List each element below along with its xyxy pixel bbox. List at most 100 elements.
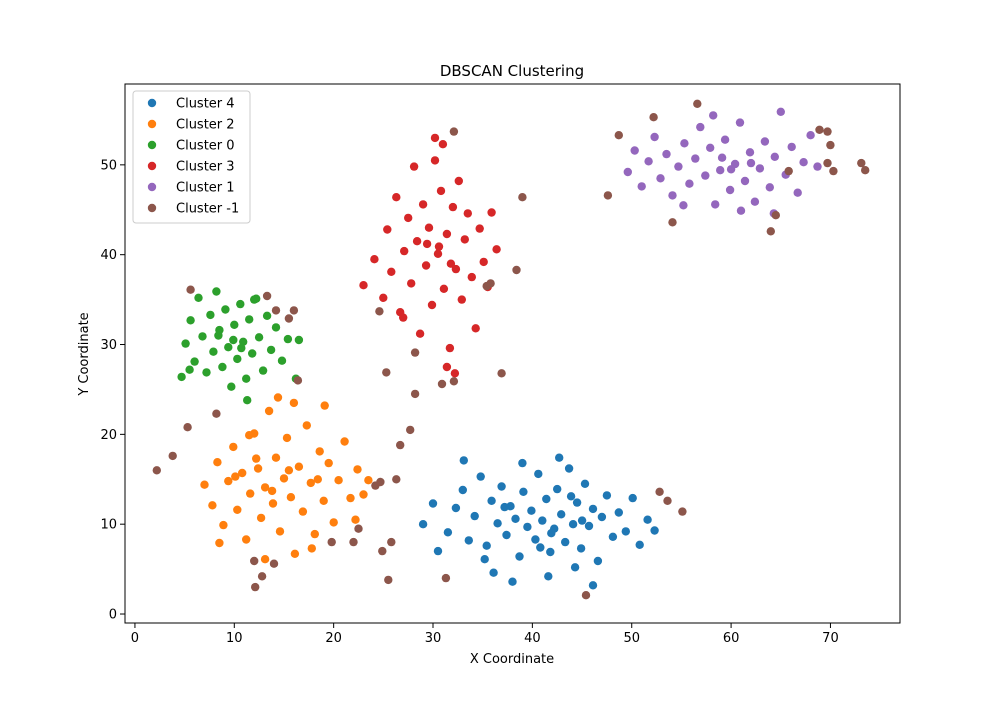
data-point — [359, 281, 368, 290]
data-point — [271, 453, 281, 462]
data-point — [793, 188, 802, 197]
data-point — [750, 197, 760, 206]
data-point — [685, 179, 694, 188]
data-point — [279, 474, 289, 483]
data-point — [497, 482, 506, 491]
data-point — [623, 167, 632, 177]
data-point — [224, 343, 233, 352]
data-point — [238, 468, 247, 478]
data-point — [264, 406, 274, 416]
data-point — [588, 504, 598, 514]
data-point — [392, 475, 401, 484]
data-point — [190, 357, 199, 366]
data-point — [415, 329, 425, 338]
data-point — [383, 225, 392, 234]
data-point — [564, 464, 574, 473]
data-point — [208, 501, 217, 510]
data-point — [716, 166, 725, 175]
legend-label: Cluster 3 — [176, 160, 235, 175]
series-1 — [200, 393, 373, 564]
data-point — [726, 165, 736, 174]
data-point — [209, 347, 218, 356]
data-point — [260, 483, 270, 492]
data-point — [771, 211, 780, 220]
data-point — [349, 537, 358, 547]
data-point — [512, 265, 521, 275]
data-point — [614, 131, 623, 140]
data-point — [392, 193, 401, 202]
data-point — [542, 494, 551, 504]
data-point — [262, 311, 272, 320]
x-tick-label: 10 — [226, 631, 243, 646]
data-point — [445, 343, 455, 353]
legend-label: Cluster 4 — [176, 97, 235, 112]
legend-marker — [147, 182, 157, 192]
data-point — [427, 300, 437, 310]
data-point — [581, 591, 591, 600]
data-point — [740, 176, 750, 186]
data-point — [253, 464, 263, 473]
data-point — [746, 158, 756, 168]
data-point — [266, 345, 276, 355]
data-point — [745, 148, 755, 157]
data-point — [643, 515, 652, 524]
data-point — [806, 131, 815, 140]
data-point — [668, 218, 677, 227]
x-tick-label: 50 — [623, 631, 640, 646]
data-point — [454, 176, 463, 186]
data-point — [215, 538, 224, 548]
data-point — [275, 527, 285, 536]
data-point — [379, 293, 388, 302]
data-point — [536, 543, 545, 552]
y-tick-label: 50 — [100, 158, 117, 173]
series-5 — [152, 99, 870, 600]
data-point — [387, 267, 396, 276]
y-tick-label: 20 — [100, 428, 117, 443]
data-point — [400, 246, 409, 256]
data-point — [213, 458, 222, 467]
data-point — [467, 272, 476, 282]
data-point — [580, 479, 590, 488]
data-point — [404, 213, 413, 223]
data-point — [434, 242, 444, 251]
data-point — [353, 465, 362, 474]
x-axis-label: X Coordinate — [470, 652, 554, 667]
data-point — [186, 285, 195, 294]
data-point — [298, 507, 308, 516]
data-point — [711, 200, 720, 209]
x-axis: 0 10 20 30 40 50 60 70 — [131, 623, 839, 646]
data-point — [442, 229, 452, 239]
data-point — [674, 162, 683, 171]
data-point — [770, 152, 779, 161]
data-point — [608, 532, 618, 541]
data-point — [246, 489, 255, 498]
data-point — [229, 335, 238, 345]
data-point — [561, 537, 570, 547]
data-point — [650, 526, 659, 535]
series-2 — [177, 287, 304, 405]
data-point — [614, 508, 623, 517]
data-point — [450, 369, 460, 378]
data-point — [784, 166, 793, 176]
data-point — [370, 255, 379, 264]
data-point — [815, 125, 824, 134]
data-point — [269, 559, 279, 568]
data-point — [584, 521, 594, 531]
data-point — [500, 502, 509, 512]
data-point — [572, 498, 582, 507]
data-point — [289, 398, 299, 408]
data-point — [451, 264, 461, 274]
data-point — [637, 182, 646, 191]
data-point — [668, 191, 677, 200]
data-point — [233, 354, 242, 364]
data-point — [441, 573, 451, 583]
legend-label: Cluster 2 — [176, 118, 235, 133]
series-0 — [418, 453, 659, 590]
data-point — [307, 544, 316, 553]
data-point — [412, 237, 422, 246]
data-point — [340, 437, 349, 446]
data-point — [459, 456, 468, 465]
data-point — [570, 563, 580, 572]
data-point — [515, 552, 524, 561]
data-point — [787, 142, 796, 152]
